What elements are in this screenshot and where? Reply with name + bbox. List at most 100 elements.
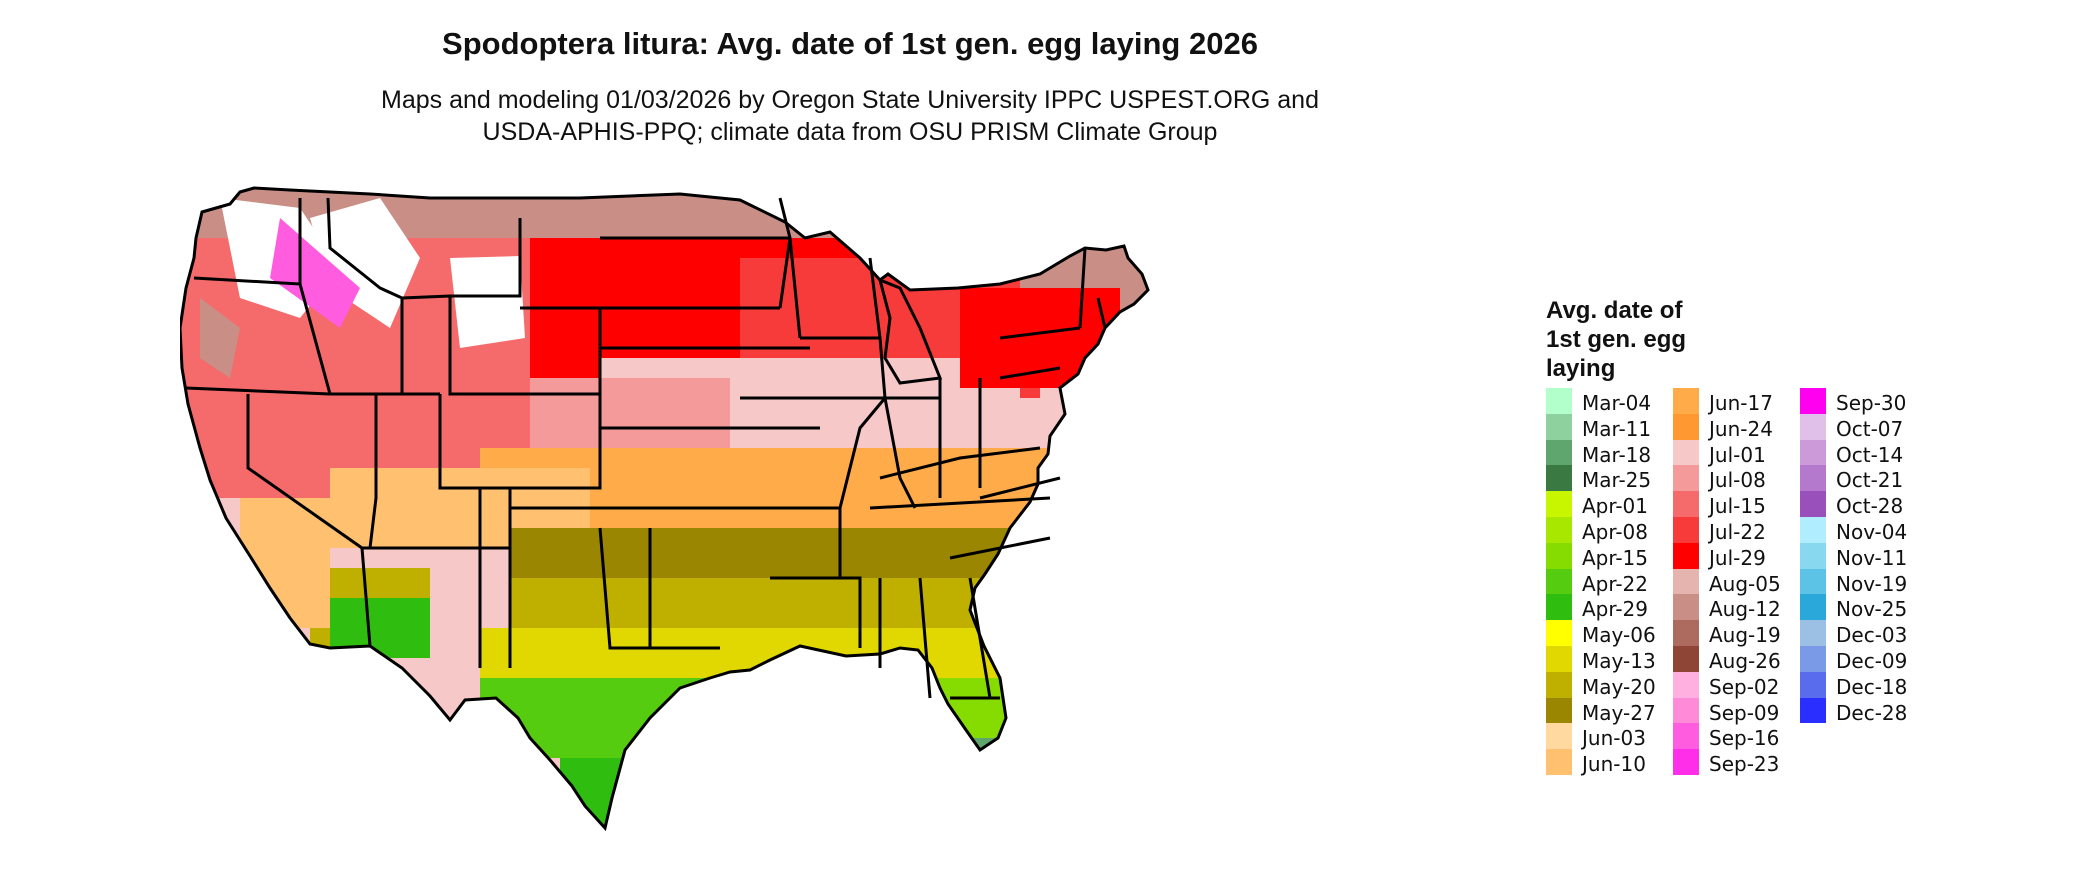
legend-label: Mar-18 [1582, 442, 1652, 467]
legend-label: Mar-04 [1582, 391, 1652, 415]
legend-label: Jul-01 [1709, 442, 1766, 467]
legend-swatch [1673, 568, 1699, 595]
legend-swatch [1546, 542, 1572, 569]
legend-title-line: Avg. date of [1546, 297, 1683, 324]
legend-label: Dec-18 [1836, 674, 1908, 699]
legend-item: Apr-15 [1546, 542, 1676, 570]
legend-label: Mar-25 [1582, 468, 1652, 493]
legend-label: Nov-25 [1836, 597, 1908, 622]
legend-item: Dec-03 [1800, 620, 1930, 647]
legend-item: Sep-09 [1673, 697, 1803, 725]
legend-label: Mar-11 [1582, 416, 1652, 441]
legend-item: Oct-07 [1800, 413, 1930, 441]
legend-label: May-13 [1582, 648, 1656, 673]
legend-swatch [1546, 388, 1572, 414]
legend-item: Mar-04 [1546, 388, 1676, 415]
legend-label: Sep-23 [1709, 752, 1780, 777]
legend-label: Apr-29 [1582, 597, 1648, 622]
legend-label: Oct-28 [1836, 494, 1904, 519]
legend-swatch [1673, 413, 1699, 440]
legend-item: Dec-28 [1800, 697, 1930, 725]
legend-item: Jul-08 [1673, 465, 1803, 493]
legend-swatch [1673, 491, 1699, 517]
legend-swatch [1800, 491, 1826, 517]
legend-swatch [1800, 388, 1826, 414]
legend-swatch [1673, 465, 1699, 492]
legend-swatch [1673, 697, 1699, 724]
legend-swatch [1546, 516, 1572, 543]
legend-label: Oct-07 [1836, 416, 1904, 441]
legend-item: Aug-05 [1673, 568, 1803, 596]
legend-item: May-06 [1546, 620, 1676, 647]
state-borders [180, 186, 1150, 832]
subtitle-line-1: Maps and modeling 01/03/2026 by Oregon S… [381, 86, 1319, 114]
legend-swatch [1673, 516, 1699, 543]
map-title: Spodoptera litura: Avg. date of 1st gen.… [442, 26, 1258, 61]
legend-item: Sep-16 [1673, 723, 1803, 751]
legend-swatch [1673, 749, 1699, 775]
legend-title-line: laying [1546, 355, 1616, 382]
legend-title: Avg. date of 1st gen. egg laying [1546, 296, 1746, 383]
legend-swatch [1800, 542, 1826, 569]
legend-label: Nov-19 [1836, 571, 1908, 596]
legend-label: Jul-15 [1709, 494, 1766, 519]
legend-label: Sep-16 [1709, 726, 1780, 751]
legend-swatch [1800, 413, 1826, 440]
legend-label: Sep-02 [1709, 674, 1780, 699]
legend-item: Nov-25 [1800, 594, 1930, 622]
legend-label: Apr-22 [1582, 571, 1648, 596]
legend-swatch [1800, 620, 1826, 646]
legend-label: Aug-19 [1709, 623, 1781, 648]
legend-swatch [1546, 671, 1572, 698]
legend-item: Sep-30 [1800, 388, 1930, 415]
legend-item: Jul-01 [1673, 439, 1803, 467]
legend-item: Nov-11 [1800, 542, 1930, 570]
legend-item: Oct-28 [1800, 491, 1930, 519]
legend-label: Nov-04 [1836, 519, 1908, 544]
legend-item: Mar-25 [1546, 465, 1676, 493]
legend-label: Apr-08 [1582, 519, 1648, 544]
legend-swatch [1546, 439, 1572, 466]
legend-label: May-27 [1582, 700, 1656, 725]
legend-item: Oct-21 [1800, 465, 1930, 492]
legend-swatch [1546, 723, 1572, 750]
legend-item: Jun-17 [1673, 388, 1803, 415]
legend-swatch [1546, 697, 1572, 724]
legend-label: Sep-09 [1709, 700, 1780, 725]
legend-label: Oct-14 [1836, 442, 1904, 467]
legend-swatch [1546, 568, 1572, 595]
legend-label: Jun-10 [1582, 752, 1646, 777]
legend-item: Jul-15 [1673, 491, 1803, 519]
map-fill [180, 188, 1148, 828]
legend-label: Apr-15 [1582, 545, 1648, 570]
legend-item: Nov-04 [1800, 516, 1930, 544]
legend-item: Dec-09 [1800, 645, 1930, 673]
legend-swatch [1800, 594, 1826, 621]
legend-column: Mar-04 Mar-11 Mar-18 Mar-25 Apr-01 Apr-08 Apr-… [1546, 388, 1676, 777]
legend-item: Mar-18 [1546, 439, 1676, 467]
legend-item: Jul-22 [1673, 516, 1803, 544]
legend-swatch [1673, 645, 1699, 672]
legend-swatch [1673, 671, 1699, 698]
legend-swatch [1546, 594, 1572, 621]
legend-item: May-27 [1546, 697, 1676, 725]
legend-swatch [1546, 749, 1572, 775]
legend-item: Aug-12 [1673, 594, 1803, 621]
legend-item: Sep-02 [1673, 671, 1803, 699]
legend-item: Jun-03 [1546, 723, 1676, 751]
legend-item: Apr-22 [1546, 568, 1676, 596]
legend-label: May-20 [1582, 674, 1656, 699]
legend-label: Jun-17 [1709, 391, 1773, 415]
legend-item: Aug-19 [1673, 620, 1803, 648]
legend-label: Dec-28 [1836, 700, 1908, 725]
legend-item: Apr-08 [1546, 516, 1676, 544]
legend-swatch [1800, 439, 1826, 466]
legend-label: Aug-26 [1709, 648, 1781, 673]
legend-swatch [1546, 645, 1572, 672]
legend-swatch [1673, 388, 1699, 414]
legend-column: Sep-30 Oct-07 Oct-14 Oct-21 Oct-28 Nov-04 Nov-… [1800, 388, 1930, 725]
legend-label: Jun-03 [1582, 726, 1646, 751]
legend-swatch [1546, 465, 1572, 492]
legend-swatch [1800, 465, 1826, 492]
legend-label: Jul-08 [1709, 468, 1766, 493]
